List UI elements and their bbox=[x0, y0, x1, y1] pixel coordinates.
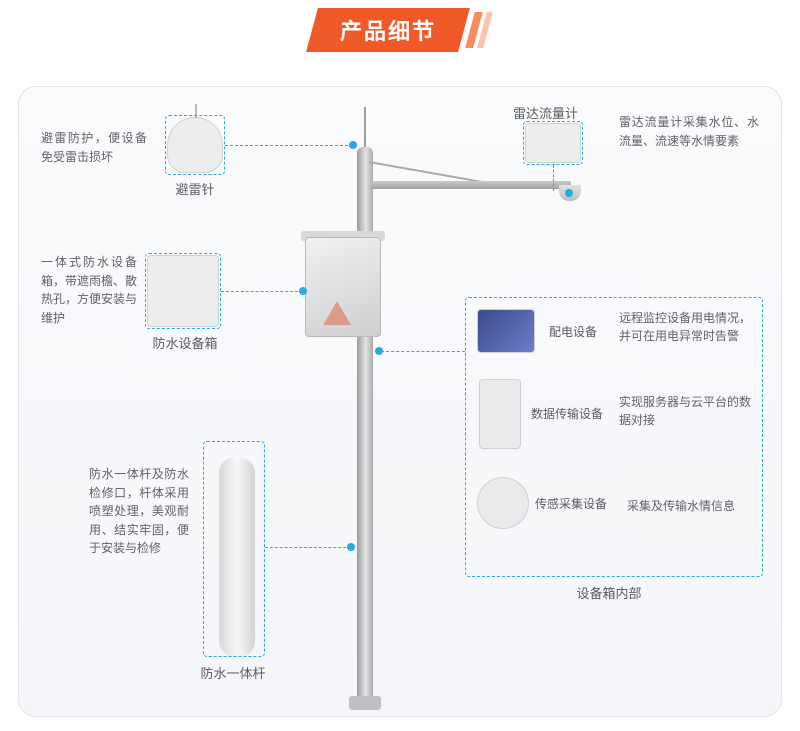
power-device-desc: 远程监控设备用电情况，并可在用电异常时告警 bbox=[619, 309, 759, 345]
connector-line bbox=[381, 351, 465, 352]
waterproof-box-label: 防水设备箱 bbox=[145, 333, 225, 352]
connector-dot bbox=[299, 287, 307, 295]
transmit-device-thumb bbox=[479, 379, 521, 449]
waterproof-box-desc: 一体式防水设备箱，带遮雨檐、散热孔，方便安装与维护 bbox=[41, 253, 137, 327]
callout-box bbox=[165, 115, 225, 175]
warning-triangle-icon bbox=[323, 301, 351, 325]
device-box-caption: 设备箱内部 bbox=[549, 583, 669, 602]
diagram-panel: 避雷针 避雷防护，便设备免受雷击损坏 防水设备箱 一体式防水设备箱，带遮雨檐、散… bbox=[18, 86, 782, 717]
horizontal-arm bbox=[371, 181, 571, 189]
radar-label: 雷达流量计 bbox=[513, 103, 593, 122]
sensor-device-label: 传感采集设备 bbox=[535, 495, 619, 512]
callout-box bbox=[203, 441, 265, 657]
lightning-rod-label: 避雷针 bbox=[165, 179, 225, 198]
lightning-rod-desc: 避雷防护，便设备免受雷击损坏 bbox=[41, 129, 147, 166]
connector-line bbox=[553, 165, 554, 191]
transmit-device-desc: 实现服务器与云平台的数据对接 bbox=[619, 393, 759, 429]
transmit-device-label: 数据传输设备 bbox=[531, 405, 615, 422]
connector-dot bbox=[347, 543, 355, 551]
radar-desc: 雷达流量计采集水位、水流量、流速等水情要素 bbox=[619, 113, 759, 150]
power-device-thumb bbox=[477, 309, 535, 353]
power-device-label: 配电设备 bbox=[549, 323, 609, 340]
pole-antenna bbox=[364, 107, 366, 149]
connector-line bbox=[265, 547, 351, 548]
waterproof-pole-desc: 防水一体杆及防水检修口，杆体采用喷塑处理，美观耐用、结实牢固，便于安装与检修 bbox=[89, 465, 189, 558]
connector-dot bbox=[349, 141, 357, 149]
pole-base bbox=[349, 696, 381, 710]
connector-dot bbox=[565, 189, 573, 197]
connector-line bbox=[225, 145, 353, 146]
callout-box bbox=[523, 121, 583, 165]
sensor-device-thumb bbox=[477, 477, 529, 529]
connector-dot bbox=[375, 347, 383, 355]
header-title: 产品细节 bbox=[340, 14, 436, 46]
connector-line bbox=[221, 291, 303, 292]
section-header: 产品细节 bbox=[312, 8, 488, 52]
sensor-device-desc: 采集及传输水情信息 bbox=[627, 497, 757, 515]
waterproof-pole-label: 防水一体杆 bbox=[193, 663, 273, 682]
callout-box bbox=[145, 253, 221, 329]
header-title-bg: 产品细节 bbox=[306, 8, 470, 52]
